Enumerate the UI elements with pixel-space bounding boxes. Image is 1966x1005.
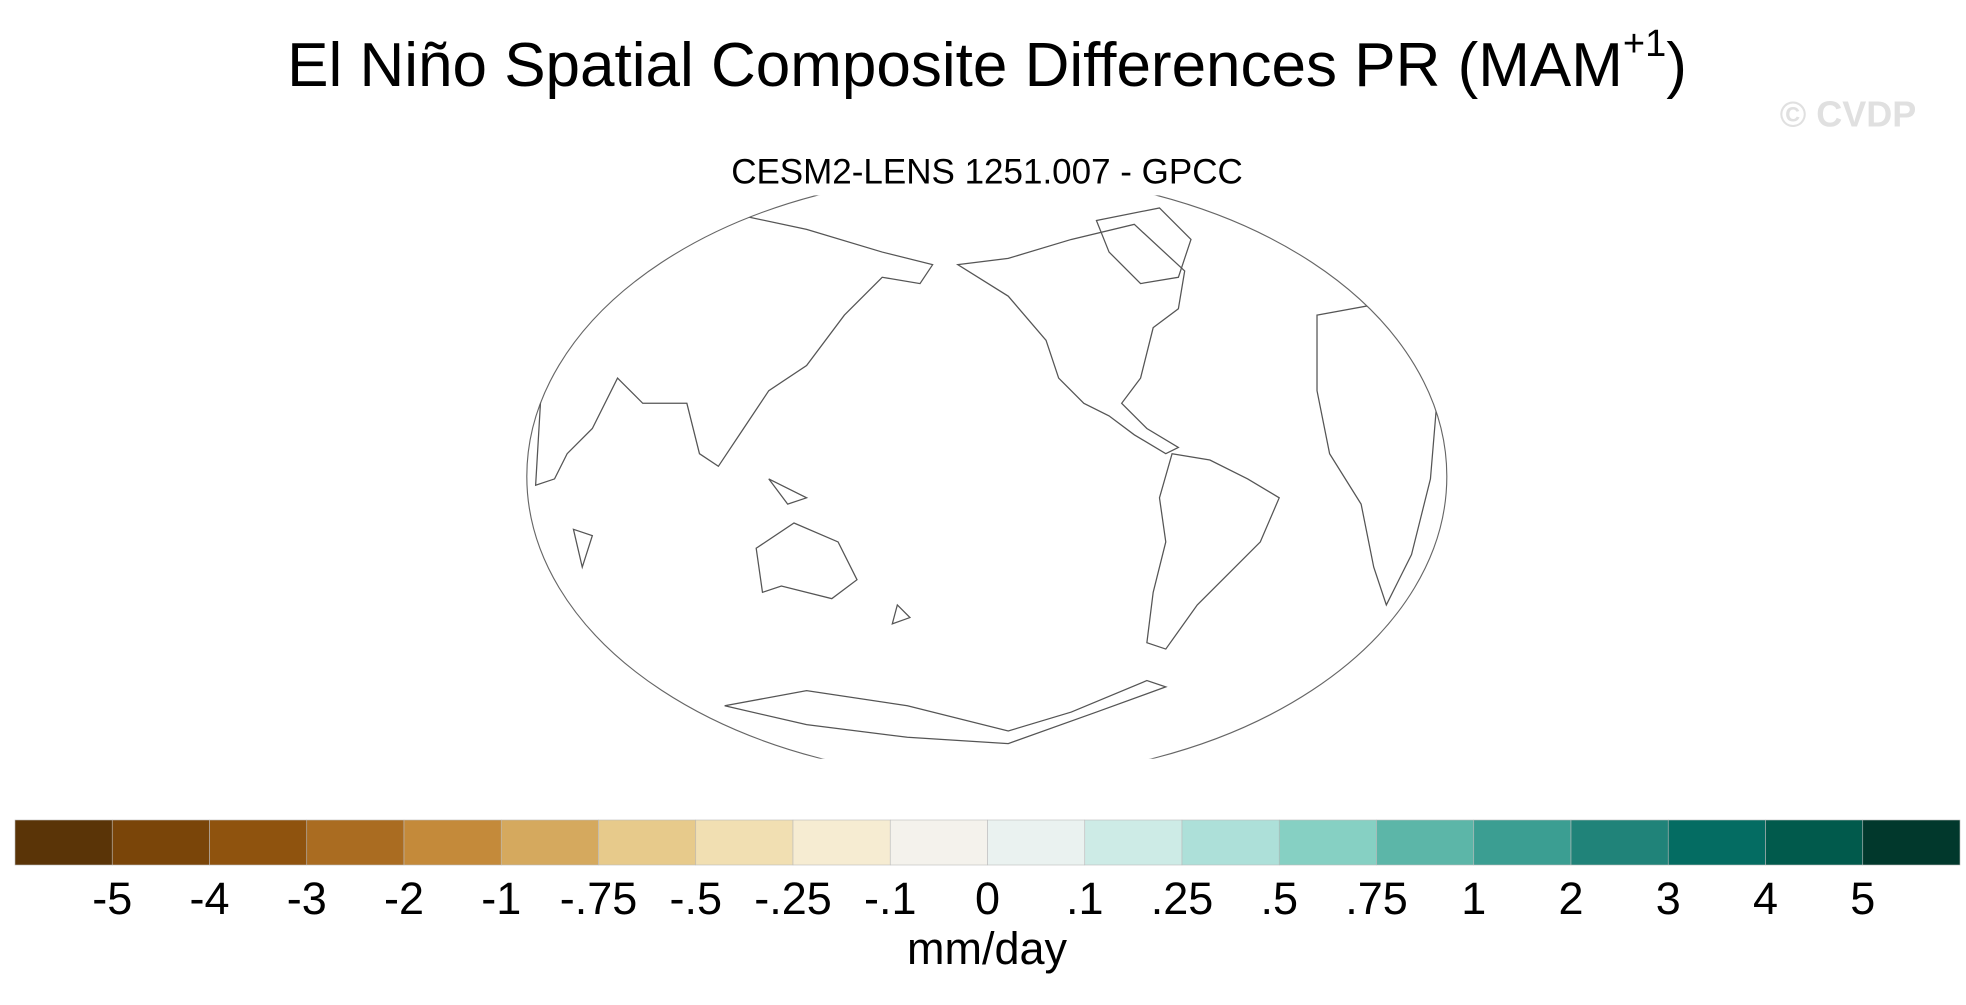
colorbar-tick-label: -2 [384, 873, 424, 924]
colorbar-box [695, 819, 794, 866]
coastline [534, 207, 934, 487]
coastline [955, 223, 1186, 455]
colorbar-tick-label: -4 [189, 873, 229, 924]
colorbar-box [1570, 819, 1669, 866]
subtitle: CESM2-LENS 1251.007 - GPCC [731, 152, 1243, 191]
colorbar-tick-label: 3 [1656, 873, 1681, 924]
coastline [1146, 452, 1281, 650]
colorbar-box [1765, 819, 1864, 866]
colorbar-tick-label: 4 [1753, 873, 1778, 924]
colorbar-box [306, 819, 405, 866]
colorbar-box [1376, 819, 1475, 866]
title-end: ) [1666, 31, 1687, 100]
coastline [724, 679, 1168, 745]
colorbar-tick-label: 2 [1558, 873, 1583, 924]
colorbar-box [1667, 819, 1766, 866]
colorbar: -5 -4 -3 -2 -1 -.75 -.5 -.25 -.1 0 .1 .25 .5 .75 1 2 3 4 5… [14, 819, 1961, 974]
watermark: © CVDP [1780, 94, 1917, 135]
colorbar-tick-label: .5 [1260, 873, 1298, 924]
coastline [755, 522, 858, 600]
colorbar-box [111, 819, 210, 866]
colorbar-tick-label: .75 [1345, 873, 1408, 924]
colorbar-tick-label: -5 [92, 873, 132, 924]
map [526, 195, 1448, 759]
colorbar-box [403, 819, 502, 866]
colorbar-tick-label: -.5 [669, 873, 722, 924]
coastline [1095, 207, 1192, 285]
colorbar-tick-label: -1 [481, 873, 521, 924]
colorbar-box [987, 819, 1086, 866]
colorbar-box [792, 819, 891, 866]
map-border [526, 195, 1448, 759]
colorbar-tick-label: -.25 [754, 873, 832, 924]
colorbar-box [1181, 819, 1280, 866]
colorbar-tick-label: 0 [975, 873, 1000, 924]
colorbar-tick-label: -.1 [864, 873, 917, 924]
colorbar-box [1278, 819, 1377, 866]
colorbar-label: mm/day [907, 923, 1068, 974]
colorbar-box [14, 819, 113, 866]
colorbar-tick-label: 5 [1850, 873, 1875, 924]
colorbar-tick-label: -.75 [560, 873, 638, 924]
title-text: El Niño Spatial Composite Differences PR… [287, 31, 1623, 100]
colorbar-box [889, 819, 988, 866]
colorbar-tick-label: -3 [287, 873, 327, 924]
colorbar-box [598, 819, 697, 866]
colorbar-box [1473, 819, 1572, 866]
title-superscript: +1 [1623, 23, 1666, 65]
title: El Niño Spatial Composite Differences PR… [287, 23, 1687, 100]
colorbar-box [500, 819, 599, 866]
colorbar-tick-label: .25 [1151, 873, 1214, 924]
colorbar-tick-label: .1 [1066, 873, 1104, 924]
coastline [572, 478, 912, 625]
colorbar-box [1862, 819, 1961, 866]
colorbar-tick-label: 1 [1461, 873, 1486, 924]
colorbar-box [1084, 819, 1183, 866]
colorbar-box [209, 819, 308, 866]
